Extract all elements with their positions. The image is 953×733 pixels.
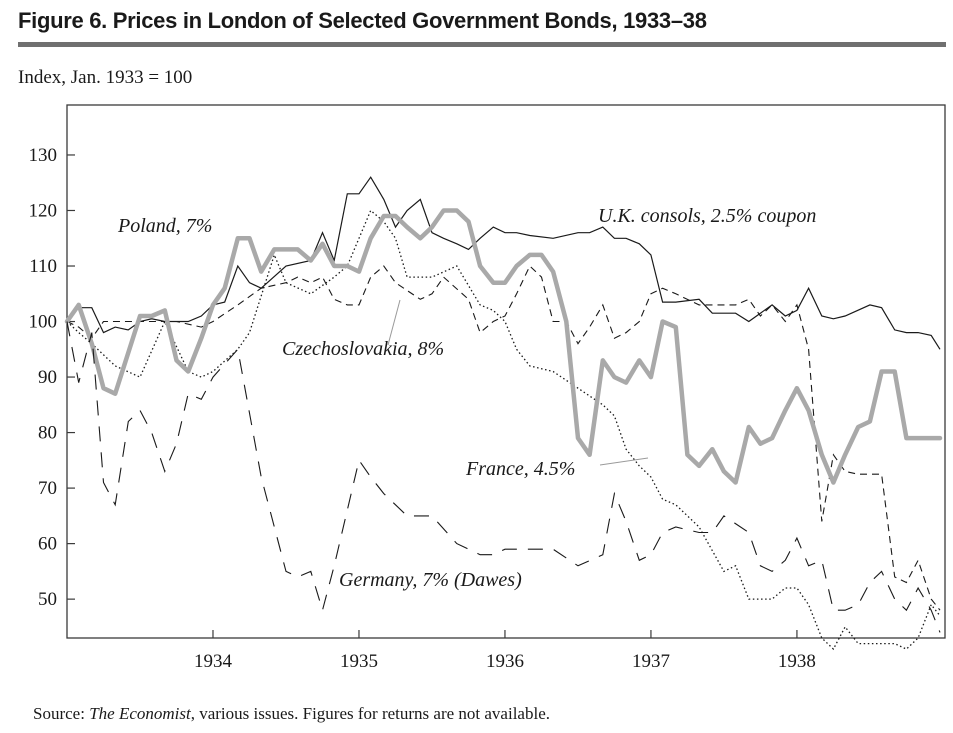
y-tick-label: 60 [38, 534, 57, 555]
y-tick-label: 120 [29, 200, 58, 221]
y-tick-label: 70 [38, 478, 57, 499]
france-leader-line [599, 457, 649, 466]
y-tick-label: 80 [38, 423, 57, 444]
czechoslovakia-leader-line [387, 299, 401, 346]
source-note: Source: The Economist, various issues. F… [33, 704, 550, 724]
source-prefix: Source: [33, 704, 90, 723]
label-poland: Poland, 7% [117, 215, 212, 237]
y-tick-label: 100 [29, 312, 58, 333]
series-line-germany-7-dawes [66, 321, 941, 633]
y-tick-label: 130 [29, 145, 58, 166]
x-tick-label: 1934 [194, 651, 233, 672]
source-publication: The Economist [89, 704, 191, 723]
series-line-u-k-consols-2-5-coupon [66, 176, 941, 350]
label-france: France, 4.5% [465, 458, 575, 480]
y-tick-label: 50 [38, 589, 57, 610]
source-suffix: , various issues. Figures for returns ar… [190, 704, 550, 723]
figure-title: Figure 6. Prices in London of Selected G… [18, 8, 707, 33]
label-germany: Germany, 7% (Dawes) [339, 569, 522, 591]
x-tick-label: 1936 [486, 651, 524, 672]
plot-frame [66, 104, 946, 639]
title-rule [18, 42, 946, 47]
series-line-poland-7 [64, 208, 943, 485]
x-tick-label: 1935 [340, 651, 378, 672]
series-line-czechoslovakia-8 [66, 265, 941, 611]
x-tick-label: 1937 [632, 651, 670, 672]
label-uk-consols: U.K. consols, 2.5% coupon [598, 205, 816, 227]
x-tick-label: 1938 [778, 651, 816, 672]
y-tick-label: 110 [29, 256, 57, 277]
y-tick-label: 90 [38, 367, 57, 388]
label-czechoslovakia: Czechoslovakia, 8% [282, 338, 444, 360]
series-line-france-4-5 [66, 209, 941, 651]
y-axis-label: Index, Jan. 1933 = 100 [18, 67, 193, 88]
